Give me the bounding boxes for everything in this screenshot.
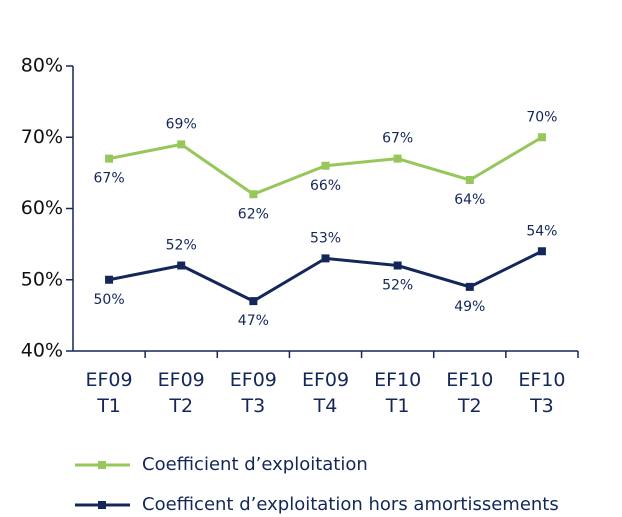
- data-label: 70%: [526, 109, 557, 125]
- marker: [105, 154, 114, 163]
- marker: [537, 247, 546, 256]
- legend-label: Coefficient d’exploitation: [142, 454, 368, 475]
- marker: [177, 140, 186, 149]
- marker: [465, 176, 474, 184]
- y-tick-label: 60%: [21, 197, 63, 219]
- marker: [249, 297, 258, 306]
- marker: [321, 254, 330, 263]
- y-tick-label: 80%: [21, 55, 63, 77]
- x-tick-label: EF09 T2: [157, 369, 205, 417]
- marker: [393, 154, 402, 163]
- data-label: 67%: [382, 131, 413, 147]
- marker: [321, 161, 330, 170]
- data-label: 52%: [382, 278, 413, 294]
- legend-marker: [98, 461, 106, 469]
- data-label: 52%: [166, 238, 197, 254]
- data-label: 64%: [454, 192, 485, 208]
- marker: [393, 261, 402, 270]
- x-tick-label: EF10 T1: [374, 369, 422, 417]
- marker: [537, 133, 546, 142]
- data-label: 54%: [526, 223, 557, 239]
- data-label: 67%: [94, 171, 125, 187]
- marker: [465, 282, 474, 291]
- x-tick-label: EF09 T4: [301, 369, 350, 417]
- legend-label: Coefficent d’exploitation hors amortisse…: [142, 494, 559, 515]
- marker: [249, 190, 258, 199]
- x-tick-label: EF09 T3: [229, 369, 277, 417]
- data-label: 62%: [238, 206, 269, 222]
- data-label: 53%: [310, 230, 341, 246]
- data-label: 69%: [166, 116, 197, 132]
- x-tick-label: EF09 T1: [85, 369, 133, 417]
- x-tick-label: EF10 T2: [446, 369, 494, 417]
- y-tick-label: 40%: [21, 340, 63, 362]
- marker: [177, 261, 186, 270]
- x-tick-label: EF10 T3: [518, 369, 566, 417]
- legend-marker: [98, 501, 106, 509]
- marker: [105, 275, 114, 284]
- y-tick-label: 50%: [21, 268, 63, 290]
- data-label: 49%: [454, 299, 485, 315]
- data-label: 66%: [310, 178, 341, 194]
- y-tick-label: 70%: [21, 126, 63, 148]
- data-label: 50%: [94, 292, 125, 308]
- data-label: 47%: [238, 313, 269, 329]
